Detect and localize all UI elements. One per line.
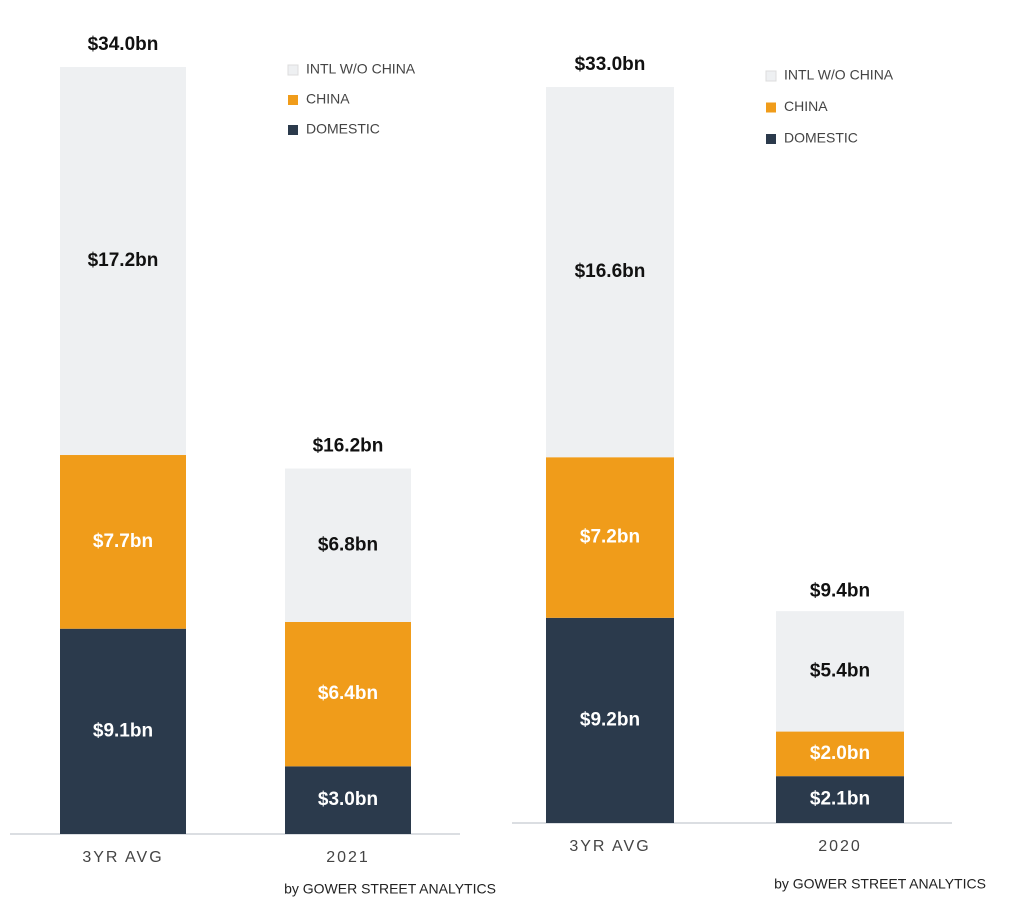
bar-segment [776, 731, 904, 777]
bar-segment [546, 87, 674, 458]
legend-swatch [766, 134, 776, 144]
value-label: $9.2bn [580, 709, 640, 730]
value-label: $16.6bn [575, 261, 646, 282]
bar-segment [776, 776, 904, 823]
legend-swatch [765, 70, 777, 82]
total-label: $33.0bn [575, 54, 646, 75]
source: by GOWER STREET ANALYTICS [774, 876, 986, 892]
value-label: $3.0bn [318, 789, 378, 810]
x-tick-label: 3YR AVG [569, 838, 650, 855]
value-label: $17.2bn [88, 250, 159, 271]
legend-label: INTL W/O CHINA [784, 67, 894, 83]
x-tick-label: 2020 [818, 838, 862, 855]
bar-segment [285, 468, 411, 622]
value-label: $2.1bn [810, 789, 870, 810]
legend-label: DOMESTIC [306, 121, 380, 137]
legend-swatch [766, 102, 776, 113]
total-label: $16.2bn [313, 436, 384, 457]
legend-label: DOMESTIC [784, 130, 858, 146]
bar-segment [60, 628, 186, 834]
total-label: $34.0bn [88, 34, 159, 55]
value-label: $9.1bn [93, 720, 153, 741]
x-tick-label: 3YR AVG [82, 849, 163, 866]
source: by GOWER STREET ANALYTICS [284, 881, 496, 897]
value-label: $7.7bn [93, 531, 153, 552]
bar-segment [60, 455, 186, 629]
legend-label: CHINA [784, 98, 828, 114]
legend-swatch [288, 125, 298, 135]
bar-segment [546, 457, 674, 618]
x-tick-label: 2021 [326, 849, 370, 866]
bar-segment [285, 621, 411, 767]
legend-label: CHINA [306, 91, 350, 107]
value-label: $2.0bn [810, 743, 870, 764]
bar-segment [60, 67, 186, 456]
legend-label: INTL W/O CHINA [306, 61, 416, 77]
value-label: $7.2bn [580, 527, 640, 548]
bar-segment [546, 617, 674, 823]
legend-swatch [288, 95, 298, 105]
total-label: $9.4bn [810, 580, 870, 601]
value-label: $6.8bn [318, 534, 378, 555]
value-label: $5.4bn [810, 660, 870, 681]
legend-swatch [287, 64, 299, 76]
bar-segment [285, 766, 411, 834]
value-label: $6.4bn [318, 683, 378, 704]
bar-segment [776, 611, 904, 732]
